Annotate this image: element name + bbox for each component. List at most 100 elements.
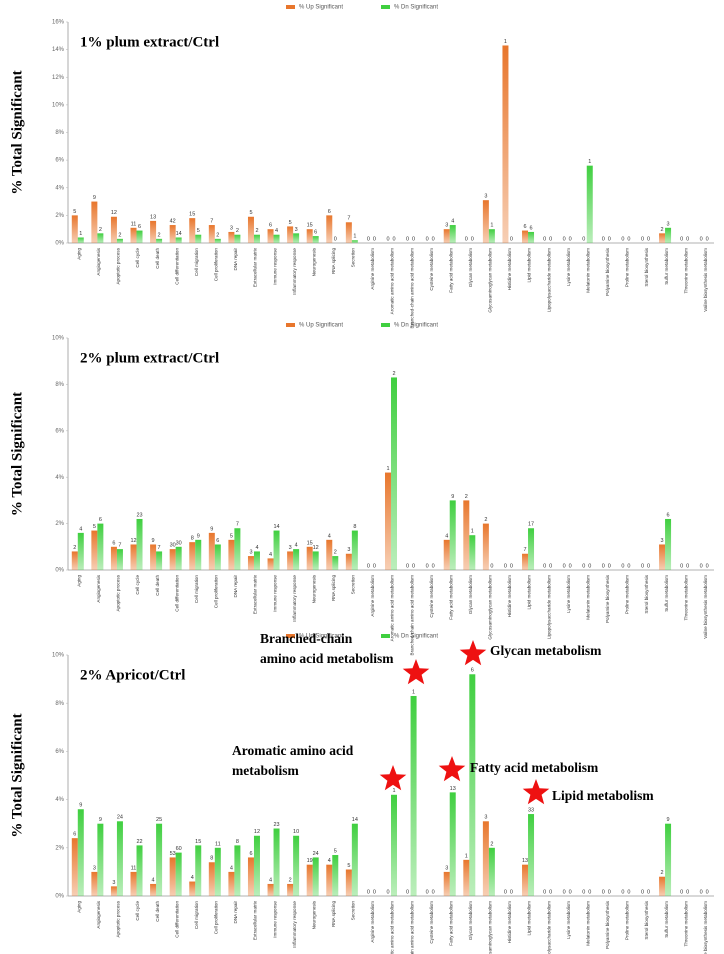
count-label: 3 bbox=[667, 221, 670, 227]
bar bbox=[71, 838, 78, 896]
bar bbox=[385, 472, 391, 570]
bar bbox=[156, 238, 163, 243]
count-label: 5 bbox=[289, 220, 292, 226]
x-tick-label: Sterol biosynthesis bbox=[644, 900, 649, 939]
count-label: 0 bbox=[549, 236, 552, 242]
count-label: 6 bbox=[667, 512, 670, 518]
bar bbox=[130, 871, 137, 896]
count-label: 5 bbox=[347, 863, 350, 869]
count-label: 6 bbox=[269, 223, 272, 229]
count-label: 0 bbox=[367, 889, 370, 895]
count-label: 4 bbox=[191, 875, 194, 881]
bar bbox=[293, 233, 300, 243]
count-label: 12 bbox=[130, 538, 136, 544]
bar bbox=[189, 218, 196, 243]
count-label: 2 bbox=[289, 877, 292, 883]
x-tick-label: Angiogenesis bbox=[96, 574, 101, 602]
x-tick-label: Cysteine metabolism bbox=[429, 248, 434, 291]
bar bbox=[247, 556, 254, 570]
x-tick-label: Extracellular matrix bbox=[253, 574, 258, 614]
bar bbox=[312, 551, 319, 570]
count-label: 19 bbox=[307, 858, 313, 864]
count-label: 0 bbox=[627, 236, 630, 242]
count-label: 0 bbox=[680, 563, 683, 569]
y-tick-label: 0% bbox=[55, 241, 64, 247]
count-label: 0 bbox=[373, 236, 376, 242]
bar bbox=[306, 546, 313, 570]
count-label: 13 bbox=[450, 786, 456, 792]
x-tick-label: Glycosaminoglycan metabolism bbox=[488, 901, 493, 954]
y-tick-label: 2% bbox=[55, 521, 64, 527]
x-tick-label: Lipopolysaccharide metabolism bbox=[546, 575, 551, 639]
count-label: 9 bbox=[451, 494, 454, 500]
count-label: 0 bbox=[582, 563, 585, 569]
count-label: 0 bbox=[608, 236, 611, 242]
count-label: 3 bbox=[347, 547, 350, 553]
legend-label: % Up Significant bbox=[299, 323, 343, 329]
count-label: 0 bbox=[706, 889, 709, 895]
x-tick-label: Aromatic amino acid metabolism bbox=[390, 901, 395, 954]
annotation: Glycan metabolism bbox=[490, 643, 602, 658]
count-label: 0 bbox=[621, 236, 624, 242]
x-tick-label: Inflammatory response bbox=[292, 248, 297, 295]
bar bbox=[351, 823, 358, 896]
count-label: 5 bbox=[334, 848, 337, 854]
count-label: 0 bbox=[373, 889, 376, 895]
bar bbox=[306, 864, 313, 896]
y-axis-label: % Total Significant bbox=[9, 392, 25, 516]
bar bbox=[293, 549, 300, 570]
bar bbox=[150, 544, 157, 570]
count-label: 15 bbox=[307, 540, 313, 546]
count-label: 0 bbox=[510, 889, 513, 895]
legend-label: % Up Significant bbox=[299, 5, 343, 11]
count-label: 0 bbox=[510, 236, 513, 242]
bar bbox=[522, 553, 529, 570]
count-label: 23 bbox=[136, 512, 142, 518]
count-label: 15 bbox=[195, 839, 201, 845]
count-label: 2 bbox=[661, 227, 664, 233]
count-label: 0 bbox=[432, 889, 435, 895]
count-label: 2 bbox=[236, 228, 239, 234]
count-label: 6 bbox=[328, 209, 331, 215]
legend-swatch bbox=[286, 634, 295, 638]
count-label: 2 bbox=[465, 494, 468, 500]
panel-title: 1% plum extract/Ctrl bbox=[80, 34, 219, 50]
star-marker bbox=[379, 765, 407, 791]
y-tick-label: 8% bbox=[55, 382, 64, 388]
x-tick-label: Secretion bbox=[351, 248, 356, 268]
x-tick-label: DNA repair bbox=[233, 248, 238, 271]
x-tick-label: Cell proliferation bbox=[214, 901, 219, 935]
x-tick-label: Secretion bbox=[351, 575, 356, 595]
bar bbox=[156, 823, 163, 896]
bar bbox=[659, 544, 666, 570]
count-label: 0 bbox=[608, 889, 611, 895]
count-label: 3 bbox=[295, 227, 298, 233]
x-tick-label: Cell differentiation bbox=[174, 901, 179, 938]
legend-label: % Dn Significant bbox=[394, 323, 438, 329]
y-tick-label: 6% bbox=[55, 158, 64, 164]
count-label: 5 bbox=[230, 533, 233, 539]
count-label: 0 bbox=[543, 889, 546, 895]
bar bbox=[482, 821, 489, 896]
bar bbox=[228, 871, 235, 896]
count-label: 0 bbox=[647, 889, 650, 895]
count-label: 1 bbox=[392, 788, 395, 794]
count-label: 0 bbox=[504, 563, 507, 569]
x-tick-label: Polyamine biosynthesis bbox=[605, 247, 610, 296]
count-label: 0 bbox=[367, 563, 370, 569]
bar bbox=[449, 225, 456, 243]
count-label: 0 bbox=[386, 236, 389, 242]
x-tick-label: Cell differentiation bbox=[174, 248, 179, 285]
star-marker bbox=[522, 779, 550, 805]
x-tick-label: Valine biosynthesis metabolism bbox=[703, 575, 708, 639]
bar bbox=[659, 876, 666, 896]
bar bbox=[287, 226, 294, 243]
count-label: 23 bbox=[273, 822, 279, 828]
count-label: 10 bbox=[293, 829, 299, 835]
count-label: 0 bbox=[608, 563, 611, 569]
x-tick-label: Lipopolysaccharide metabolism bbox=[546, 248, 551, 312]
count-label: 0 bbox=[510, 563, 513, 569]
count-label: 11 bbox=[131, 865, 137, 871]
bar bbox=[312, 857, 319, 896]
count-label: 2 bbox=[118, 232, 121, 238]
